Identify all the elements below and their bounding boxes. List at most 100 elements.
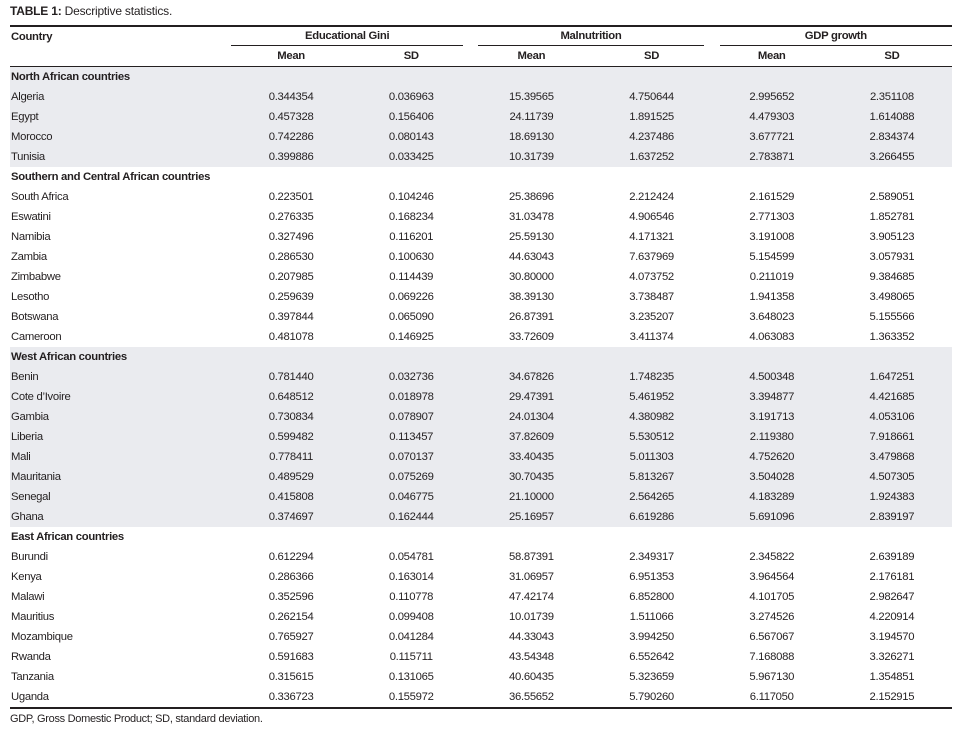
gini-mean: 0.730834 (231, 407, 352, 427)
gdp-mean: 6.567067 (749, 631, 795, 643)
descriptive-statistics-table: Country Educational Gini Malnutrition GD… (10, 25, 952, 709)
gdp-mean: 3.677721 (711, 127, 832, 147)
gini-sd: 0.065090 (388, 311, 434, 323)
gini-sd: 0.168234 (388, 211, 434, 223)
gdp-sd: 2.639189 (869, 551, 915, 563)
country-name: Liberia (10, 427, 231, 447)
gini-sd: 0.080143 (351, 127, 472, 147)
gini-mean: 0.262154 (268, 611, 314, 623)
gini-sd: 0.131065 (388, 671, 434, 683)
country-name: Uganda (11, 691, 49, 703)
table-row: Cote d’Ivoire 0.648512 0.018978 29.47391 5.4… (10, 387, 952, 407)
header-gini-sd: SD (351, 46, 472, 67)
gdp-mean: 3.394877 (711, 387, 832, 407)
gdp-mean: 4.183289 (711, 487, 832, 507)
gdp-sd: 1.354851 (869, 671, 915, 683)
country-name: Eswatini (11, 211, 51, 223)
gini-mean: 0.765927 (268, 631, 314, 643)
gini-mean: 0.276335 (268, 211, 314, 223)
gini-sd: 0.041284 (388, 631, 434, 643)
malnutrition-mean: 18.69130 (471, 127, 592, 147)
table-row: Senegal 0.415808 0.046775 21.10000 2.564265 4… (10, 487, 952, 507)
malnutrition-sd: 3.994250 (629, 631, 674, 643)
gini-sd: 0.162444 (351, 507, 472, 527)
gini-mean: 0.327496 (268, 231, 314, 243)
malnutrition-mean: 47.42174 (509, 591, 554, 603)
gdp-mean: 6.117050 (749, 691, 794, 703)
malnutrition-mean: 40.60435 (509, 671, 554, 683)
gdp-sd: 2.982647 (869, 591, 915, 603)
malnutrition-mean: 31.03478 (509, 211, 554, 223)
malnutrition-mean: 44.33043 (509, 631, 554, 643)
malnutrition-sd: 3.738487 (629, 291, 674, 303)
table-row: Ghana 0.374697 0.162444 25.16957 6.619286 5.6… (10, 507, 952, 527)
gini-mean: 0.344354 (231, 87, 352, 107)
gdp-mean: 1.941358 (749, 291, 795, 303)
table-row: Cameroon 0.481078 0.146925 33.72609 3.411374… (10, 327, 952, 347)
gdp-mean: 4.063083 (749, 331, 795, 343)
malnutrition-mean: 44.63043 (509, 251, 554, 263)
table-body: North African countries Algeria 0.344354 0.… (10, 66, 952, 709)
country-name: Zambia (11, 251, 47, 263)
section-title: East African countries (11, 531, 124, 543)
table-row: Liberia 0.599482 0.113457 37.82609 5.530512 2… (10, 427, 952, 447)
table-row: Tunisia 0.399886 0.033425 10.31739 1.637252 2… (10, 147, 952, 167)
gini-mean: 0.286530 (268, 251, 314, 263)
malnutrition-mean: 58.87391 (509, 551, 554, 563)
gdp-sd: 3.326271 (869, 651, 915, 663)
malnutrition-sd: 4.073752 (629, 271, 674, 283)
malnutrition-sd: 1.748235 (591, 367, 712, 387)
gini-sd: 0.156406 (351, 107, 472, 127)
gdp-sd: 2.351108 (831, 87, 952, 107)
table-row: South Africa 0.223501 0.104246 25.38696 2.21… (10, 187, 952, 207)
gdp-sd: 2.834374 (831, 127, 952, 147)
gdp-sd: 3.479868 (831, 447, 952, 467)
table-row: Malawi 0.352596 0.110778 47.42174 6.852800 4.… (10, 587, 952, 607)
gini-sd: 0.046775 (351, 487, 472, 507)
header-group-row: Country Educational Gini Malnutrition GD… (10, 26, 952, 46)
malnutrition-sd: 6.852800 (629, 591, 674, 603)
table-row: Mozambique 0.765927 0.041284 44.33043 3.9942… (10, 627, 952, 647)
malnutrition-sd: 5.813267 (591, 467, 712, 487)
country-name: Benin (10, 367, 231, 387)
header-gdp-sd: SD (831, 46, 952, 67)
table-row: Morocco 0.742286 0.080143 18.69130 4.237486 3… (10, 127, 952, 147)
gini-sd: 0.100630 (388, 251, 434, 263)
table-footnote: GDP, Gross Domestic Product; SD, standar… (10, 713, 263, 725)
gini-sd: 0.054781 (388, 551, 434, 563)
gini-mean: 0.352596 (268, 591, 314, 603)
table-row: Burundi 0.612294 0.054781 58.87391 2.349317 2… (10, 547, 952, 567)
malnutrition-sd: 6.951353 (629, 571, 674, 583)
country-name: Namibia (11, 231, 51, 243)
section-header-row: Southern and Central African countries (10, 167, 952, 187)
country-name: Morocco (10, 127, 231, 147)
gini-sd: 0.032736 (351, 367, 472, 387)
country-name: Cameroon (11, 331, 62, 343)
country-name: Mozambique (11, 631, 73, 643)
malnutrition-sd: 3.411374 (629, 331, 674, 343)
gdp-sd: 2.839197 (831, 507, 952, 527)
malnutrition-sd: 4.750644 (591, 87, 712, 107)
gini-mean: 0.223501 (268, 191, 314, 203)
gini-sd: 0.110778 (389, 591, 434, 603)
table-row: Gambia 0.730834 0.078907 24.01304 4.380982 3.… (10, 407, 952, 427)
gini-mean: 0.336723 (268, 691, 314, 703)
country-name: Algeria (10, 87, 231, 107)
gdp-mean: 3.191713 (711, 407, 832, 427)
table-row: Mauritius 0.262154 0.099408 10.01739 1.51106… (10, 607, 952, 627)
header-malnutrition-mean: Mean (471, 46, 592, 67)
country-name: Mauritius (11, 611, 55, 623)
gini-sd: 0.113457 (351, 427, 472, 447)
malnutrition-mean: 37.82609 (471, 427, 592, 447)
malnutrition-sd: 5.461952 (591, 387, 712, 407)
gdp-sd: 3.266455 (831, 147, 952, 167)
section-header-row: North African countries (10, 66, 952, 87)
section-title: North African countries (10, 66, 952, 87)
table-row: Zimbabwe 0.207985 0.114439 30.80000 4.073752… (10, 267, 952, 287)
malnutrition-sd: 5.790260 (629, 691, 674, 703)
malnutrition-mean: 36.55652 (509, 691, 554, 703)
country-name: Tanzania (11, 671, 54, 683)
country-name: Tunisia (10, 147, 231, 167)
malnutrition-mean: 43.54348 (509, 651, 554, 663)
malnutrition-sd: 1.511066 (629, 611, 674, 623)
